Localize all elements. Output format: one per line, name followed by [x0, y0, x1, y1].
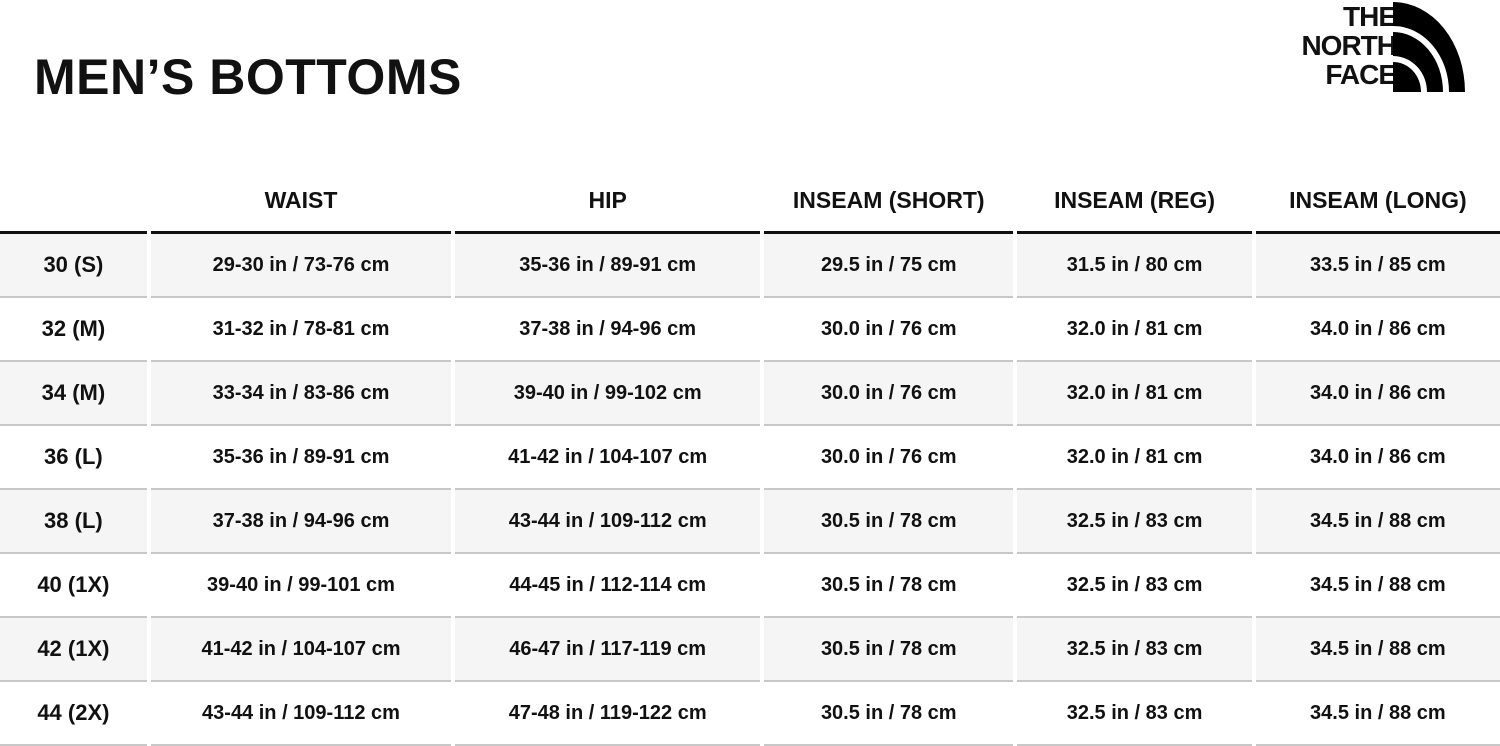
table-row: 38 (L) 37-38 in / 94-96 cm 43-44 in / 109-…	[0, 490, 1500, 554]
cell-inseam-short: 30.0 in / 76 cm	[764, 362, 1014, 426]
cell-inseam-short: 30.5 in / 78 cm	[764, 554, 1014, 618]
header-size	[0, 170, 147, 234]
size-chart-table: WAIST HIP INSEAM (SHORT) INSEAM (REG) IN…	[0, 170, 1500, 746]
table-row: 42 (1X) 41-42 in / 104-107 cm 46-47 in / 1…	[0, 618, 1500, 682]
cell-inseam-reg: 32.5 in / 83 cm	[1017, 490, 1252, 554]
cell-inseam-short: 30.5 in / 78 cm	[764, 682, 1014, 746]
cell-inseam-long: 34.5 in / 88 cm	[1255, 618, 1500, 682]
cell-size: 44 (2X)	[0, 682, 147, 746]
cell-inseam-short: 30.5 in / 78 cm	[764, 618, 1014, 682]
cell-size: 42 (1X)	[0, 618, 147, 682]
cell-waist: 39-40 in / 99-101 cm	[150, 554, 452, 618]
cell-inseam-long: 34.0 in / 86 cm	[1255, 362, 1500, 426]
cell-hip: 43-44 in / 109-112 cm	[455, 490, 761, 554]
header-hip: HIP	[455, 170, 761, 234]
cell-size: 32 (M)	[0, 298, 147, 362]
table-row: 44 (2X) 43-44 in / 109-112 cm 47-48 in / 1…	[0, 682, 1500, 746]
cell-size: 40 (1X)	[0, 554, 147, 618]
cell-inseam-long: 34.5 in / 88 cm	[1255, 490, 1500, 554]
cell-waist: 33-34 in / 83-86 cm	[150, 362, 452, 426]
cell-waist: 37-38 in / 94-96 cm	[150, 490, 452, 554]
cell-size: 30 (S)	[0, 234, 147, 298]
page-title: MEN’S BOTTOMS	[34, 49, 462, 105]
header-inseam-short: INSEAM (SHORT)	[764, 170, 1014, 234]
cell-inseam-long: 34.5 in / 88 cm	[1255, 682, 1500, 746]
table-row: 32 (M) 31-32 in / 78-81 cm 37-38 in / 94-9…	[0, 298, 1500, 362]
cell-inseam-reg: 32.5 in / 83 cm	[1017, 554, 1252, 618]
the-north-face-logo: THE NORTH FACE	[1268, 1, 1465, 94]
cell-hip: 47-48 in / 119-122 cm	[455, 682, 761, 746]
half-dome-icon	[1393, 2, 1465, 92]
cell-waist: 29-30 in / 73-76 cm	[150, 234, 452, 298]
cell-inseam-long: 33.5 in / 85 cm	[1255, 234, 1500, 298]
cell-hip: 39-40 in / 99-102 cm	[455, 362, 761, 426]
cell-waist: 35-36 in / 89-91 cm	[150, 426, 452, 490]
table-row: 40 (1X) 39-40 in / 99-101 cm 44-45 in / 11…	[0, 554, 1500, 618]
header-inseam-long: INSEAM (LONG)	[1255, 170, 1500, 234]
cell-inseam-reg: 32.5 in / 83 cm	[1017, 618, 1252, 682]
cell-hip: 46-47 in / 117-119 cm	[455, 618, 761, 682]
cell-hip: 37-38 in / 94-96 cm	[455, 298, 761, 362]
cell-inseam-short: 30.0 in / 76 cm	[764, 426, 1014, 490]
cell-inseam-reg: 32.0 in / 81 cm	[1017, 362, 1252, 426]
cell-inseam-long: 34.5 in / 88 cm	[1255, 554, 1500, 618]
cell-inseam-reg: 31.5 in / 80 cm	[1017, 234, 1252, 298]
cell-waist: 41-42 in / 104-107 cm	[150, 618, 452, 682]
cell-hip: 44-45 in / 112-114 cm	[455, 554, 761, 618]
table-row: 30 (S) 29-30 in / 73-76 cm 35-36 in / 89-9…	[0, 234, 1500, 298]
cell-inseam-short: 30.5 in / 78 cm	[764, 490, 1014, 554]
cell-inseam-reg: 32.5 in / 83 cm	[1017, 682, 1252, 746]
header-inseam-reg: INSEAM (REG)	[1017, 170, 1252, 234]
cell-inseam-short: 30.0 in / 76 cm	[764, 298, 1014, 362]
cell-inseam-reg: 32.0 in / 81 cm	[1017, 298, 1252, 362]
table-row: 36 (L) 35-36 in / 89-91 cm 41-42 in / 104-…	[0, 426, 1500, 490]
cell-waist: 43-44 in / 109-112 cm	[150, 682, 452, 746]
cell-size: 38 (L)	[0, 490, 147, 554]
cell-hip: 35-36 in / 89-91 cm	[455, 234, 761, 298]
cell-inseam-long: 34.0 in / 86 cm	[1255, 298, 1500, 362]
cell-hip: 41-42 in / 104-107 cm	[455, 426, 761, 490]
header-row: WAIST HIP INSEAM (SHORT) INSEAM (REG) IN…	[0, 170, 1500, 234]
logo-wordmark: THE NORTH FACE	[1301, 1, 1397, 90]
cell-size: 34 (M)	[0, 362, 147, 426]
cell-size: 36 (L)	[0, 426, 147, 490]
cell-inseam-short: 29.5 in / 75 cm	[764, 234, 1014, 298]
table-row: 34 (M) 33-34 in / 83-86 cm 39-40 in / 99-1…	[0, 362, 1500, 426]
cell-inseam-reg: 32.0 in / 81 cm	[1017, 426, 1252, 490]
cell-inseam-long: 34.0 in / 86 cm	[1255, 426, 1500, 490]
cell-waist: 31-32 in / 78-81 cm	[150, 298, 452, 362]
header-waist: WAIST	[150, 170, 452, 234]
